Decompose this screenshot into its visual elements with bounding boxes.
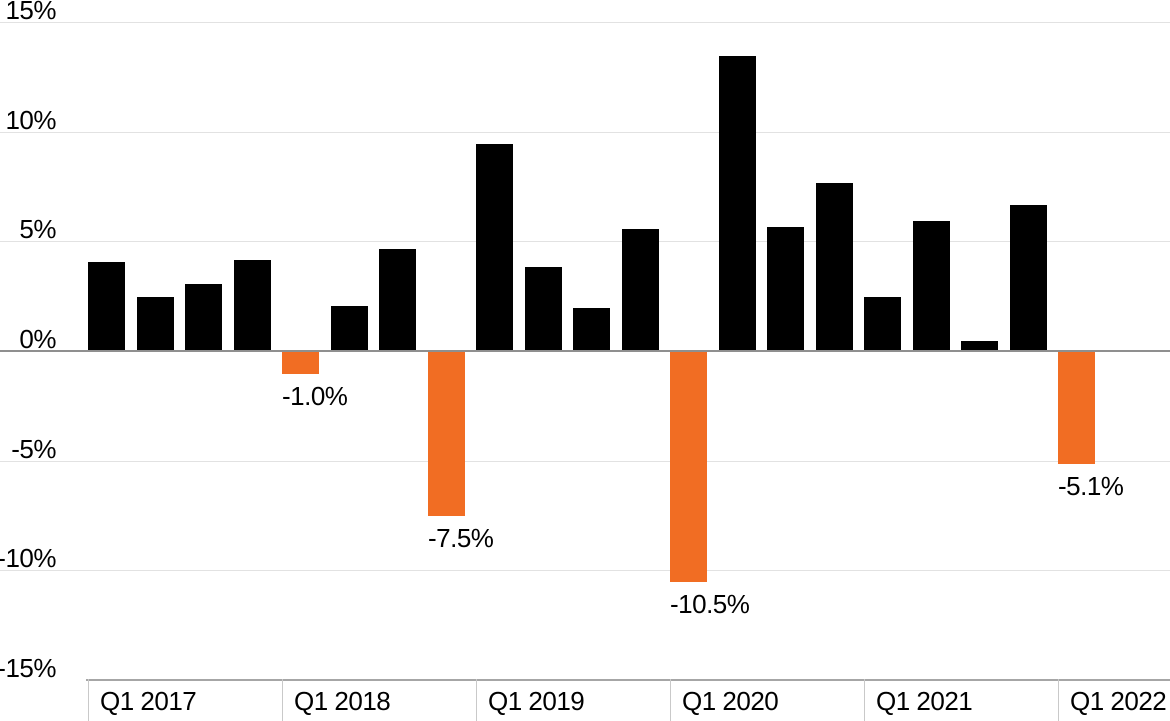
bar-q4-2019 — [622, 229, 659, 350]
bar-q1-2017 — [88, 262, 125, 350]
bar-q4-2020 — [816, 183, 853, 350]
bar-q2-2018 — [331, 306, 368, 350]
bar-q2-2017 — [137, 297, 174, 350]
y-axis-label--10: -10% — [0, 543, 57, 573]
bar-q4-2021 — [1010, 205, 1047, 350]
x-axis-label-q1-2017: Q1 2017 — [100, 686, 197, 716]
gridline-5 — [0, 241, 1170, 242]
negative-value-label: -5.1% — [1058, 471, 1124, 501]
gridline-15 — [0, 22, 1170, 23]
bar-q1-2021 — [864, 297, 901, 350]
x-axis-tick-q1-2022 — [1058, 679, 1059, 721]
bar-q1-2020 — [670, 352, 707, 582]
y-axis-label--5: -5% — [11, 434, 56, 464]
x-axis-label-q1-2022: Q1 2022 — [1070, 686, 1167, 716]
bar-q1-2018 — [282, 352, 319, 374]
x-axis-tick-q1-2021 — [864, 679, 865, 721]
x-axis-tick-q1-2017 — [88, 679, 89, 721]
bar-q3-2019 — [573, 308, 610, 350]
bar-q2-2019 — [525, 267, 562, 350]
x-axis-tick-q1-2019 — [476, 679, 477, 721]
x-axis-label-q1-2019: Q1 2019 — [488, 686, 585, 716]
bar-q1-2019 — [476, 144, 513, 350]
gridline--10 — [0, 570, 1170, 571]
bar-q4-2018 — [428, 352, 465, 516]
gridline--5 — [0, 461, 1170, 462]
negative-value-label: -7.5% — [428, 523, 494, 553]
y-axis-label-0: 0% — [19, 324, 56, 354]
x-axis-tick-q1-2020 — [670, 679, 671, 721]
x-axis-label-q1-2021: Q1 2021 — [876, 686, 973, 716]
y-axis-label-10: 10% — [5, 105, 56, 135]
zero-baseline — [0, 350, 1170, 352]
y-axis-label-15: 15% — [5, 0, 56, 25]
bar-q4-2017 — [234, 260, 271, 350]
x-axis-label-q1-2020: Q1 2020 — [682, 686, 779, 716]
bar-q3-2017 — [185, 284, 222, 350]
bar-q2-2020 — [719, 56, 756, 350]
bar-q3-2018 — [379, 249, 416, 350]
negative-value-label: -10.5% — [670, 589, 750, 619]
y-axis-label-5: 5% — [19, 214, 56, 244]
x-axis-label-q1-2018: Q1 2018 — [294, 686, 391, 716]
gridline-10 — [0, 132, 1170, 133]
y-axis-label--15: -15% — [0, 653, 57, 683]
x-axis-line — [86, 679, 1170, 681]
bar-q3-2021 — [961, 341, 998, 350]
bar-q2-2021 — [913, 221, 950, 350]
negative-value-label: -1.0% — [282, 381, 348, 411]
x-axis-tick-q1-2018 — [282, 679, 283, 721]
bar-q3-2020 — [767, 227, 804, 350]
bar-q1-2022 — [1058, 352, 1095, 464]
